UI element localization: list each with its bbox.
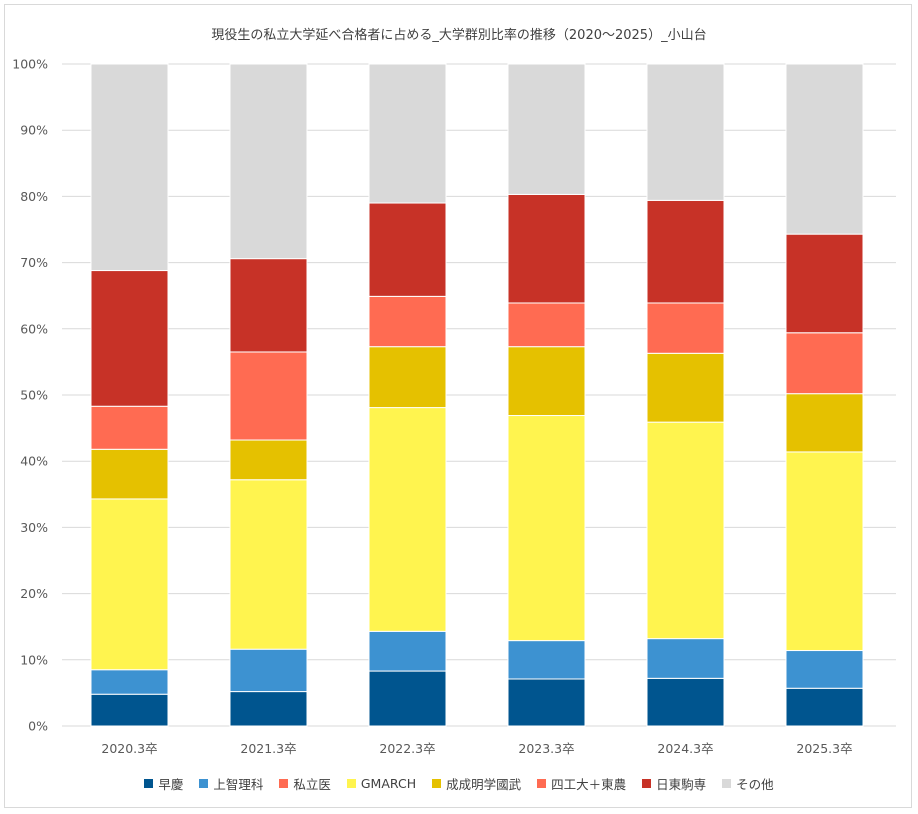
bar-segment <box>646 199 725 304</box>
bar-segment <box>785 63 864 235</box>
bar-segment <box>507 63 586 195</box>
bar-segment <box>368 407 447 632</box>
bar-segment <box>785 687 864 727</box>
bar-segment <box>785 393 864 453</box>
bar-segment <box>507 640 586 680</box>
bar-segment <box>90 63 169 272</box>
bar-segment <box>229 439 308 481</box>
legend-label: GMARCH <box>360 776 417 791</box>
legend-swatch <box>199 779 209 788</box>
y-tick-label: 0% <box>28 719 48 734</box>
legend-label: その他 <box>736 777 774 792</box>
bar-segment <box>507 302 586 348</box>
y-tick-label: 100% <box>12 57 48 72</box>
legend-item: 成成明学國武 <box>432 774 521 793</box>
bar-segment <box>646 677 725 727</box>
legend-item: 上智理科 <box>199 774 263 793</box>
bar-segment <box>785 332 864 395</box>
legend-label: 早慶 <box>158 777 184 792</box>
bar-segment <box>90 693 169 727</box>
bar-segment <box>368 202 447 297</box>
y-tick-label: 20% <box>20 586 48 601</box>
y-tick-label: 10% <box>20 652 48 667</box>
bar-segment <box>368 346 447 409</box>
x-tick-label: 2020.3卒 <box>101 741 157 756</box>
legend-item: 私立医 <box>279 774 331 793</box>
x-tick-label: 2024.3卒 <box>657 741 713 756</box>
bar-segment <box>229 258 308 353</box>
legend-swatch <box>642 779 652 788</box>
x-tick-label: 2021.3卒 <box>240 741 296 756</box>
bar-segment <box>507 346 586 417</box>
bar-segment <box>90 270 169 407</box>
bar-segment <box>785 650 864 689</box>
bar-segment <box>90 405 169 450</box>
bar-segment <box>229 648 308 693</box>
bar-segment <box>229 691 308 727</box>
legend-label: 日東駒専 <box>656 777 707 792</box>
bar-segment <box>229 479 308 650</box>
legend-swatch <box>722 779 732 788</box>
y-tick-label: 80% <box>20 189 48 204</box>
bar-segment <box>368 670 447 727</box>
chart-legend: 早慶 上智理科 私立医 GMARCH 成成明学國武 四工大＋東農 日東駒専 その他 <box>0 774 918 793</box>
y-tick-label: 70% <box>20 255 48 270</box>
x-tick-label: 2025.3卒 <box>796 741 852 756</box>
bar-segment <box>507 415 586 642</box>
y-tick-label: 60% <box>20 321 48 336</box>
y-tick-label: 30% <box>20 520 48 535</box>
bar-segment <box>785 451 864 652</box>
bar-segment <box>229 351 308 441</box>
bar-segment <box>646 421 725 640</box>
legend-item: 早慶 <box>144 774 183 793</box>
y-tick-label: 90% <box>20 123 48 138</box>
bar-segment <box>646 302 725 354</box>
legend-item: 四工大＋東農 <box>537 774 626 793</box>
y-tick-label: 40% <box>20 454 48 469</box>
chart-title: 現役生の私立大学延べ合格者に占める_大学群別比率の推移（2020～2025）_小… <box>211 28 707 43</box>
legend-label: 四工大＋東農 <box>551 777 627 792</box>
legend-swatch <box>279 779 289 788</box>
bar-segment <box>229 63 308 260</box>
bar-segment <box>507 193 586 304</box>
legend-swatch <box>144 779 154 788</box>
bar-segment <box>90 669 169 695</box>
bar-segment <box>368 295 447 348</box>
bar-segment <box>368 630 447 672</box>
bar-segment <box>646 352 725 423</box>
legend-label: 成成明学國武 <box>446 777 522 792</box>
legend-item: GMARCH <box>346 774 417 793</box>
bar-segment <box>368 63 447 204</box>
x-tick-label: 2023.3卒 <box>518 741 574 756</box>
legend-item: 日東駒専 <box>642 774 706 793</box>
bar-segment <box>646 63 725 201</box>
bar-segment <box>507 678 586 727</box>
y-tick-label: 50% <box>20 388 48 403</box>
legend-item: その他 <box>722 774 774 793</box>
bar-segment <box>90 448 169 500</box>
legend-label: 私立医 <box>293 777 331 792</box>
x-tick-label: 2022.3卒 <box>379 741 435 756</box>
bar-segment <box>646 638 725 679</box>
bar-segment <box>785 233 864 334</box>
legend-label: 上智理科 <box>213 777 264 792</box>
legend-swatch <box>346 779 356 788</box>
legend-swatch <box>432 779 442 788</box>
legend-swatch <box>537 779 547 788</box>
bar-segment <box>90 498 169 671</box>
